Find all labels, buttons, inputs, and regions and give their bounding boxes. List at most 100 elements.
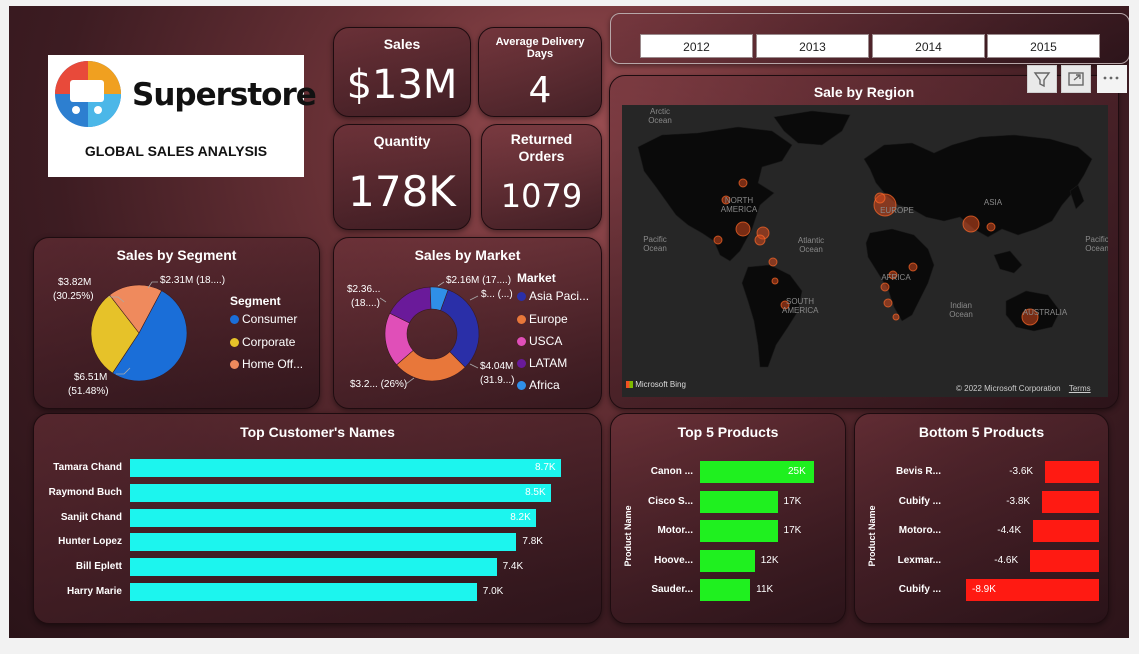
filter-button[interactable] (1027, 65, 1057, 93)
segment-slice-1[interactable] (90, 294, 140, 374)
segment-legend-title: Segment (230, 294, 281, 308)
bottom-product-bar-0[interactable] (1045, 461, 1099, 483)
market-chart-title: Sales by Market (414, 247, 521, 263)
market-legend-africa-label: Africa (529, 378, 560, 392)
customer-bar-4[interactable] (130, 558, 497, 577)
segment-legend-consumer[interactable]: Consumer (230, 312, 297, 326)
customer-bar-0[interactable] (130, 459, 561, 477)
logo-subtitle: GLOBAL SALES ANALYSIS (84, 143, 268, 159)
usca-swatch-icon (517, 337, 526, 346)
market-label-africa: $... (...) (481, 289, 513, 300)
market-legend-europe[interactable]: Europe (517, 312, 568, 326)
top-products-bar-chart[interactable]: Canon ... 25K Cisco S... 17K Motor... 17K Hoov… (611, 414, 845, 623)
year-button-2012[interactable]: 2012 (640, 34, 753, 58)
customer-name-1: Raymond Buch (48, 486, 122, 498)
bottom-product-name-3: Lexmar... (897, 554, 941, 566)
year-button-2015[interactable]: 2015 (987, 34, 1100, 58)
returned-kpi-card[interactable]: Returned Orders 1079 (481, 124, 602, 230)
focus-mode-button[interactable] (1061, 65, 1091, 93)
top-customers-card: Top Customer's Names Tamara Chand 8.7K Ray… (33, 413, 602, 624)
sales-kpi-card[interactable]: Sales $13M (333, 27, 471, 117)
top-product-name-0: Canon ... (650, 466, 693, 477)
shopping-cart-logo-icon (55, 61, 121, 127)
map-label-africa: AFRICA (881, 273, 911, 282)
bottom-product-value-3: -4.6K (994, 554, 1019, 566)
customer-value-1: 8.5K (525, 486, 546, 498)
returned-kpi-label: Returned Orders (510, 131, 573, 164)
top-product-name-4: Sauder... (651, 584, 693, 595)
map-label-north-america: NORTH AMERICA (720, 196, 758, 214)
delivery-kpi-value: 4 (528, 70, 552, 111)
year-button-2014[interactable]: 2014 (872, 34, 985, 58)
corporate-swatch-icon (230, 338, 239, 347)
customer-bar-1[interactable] (130, 483, 552, 502)
focus-mode-icon (1068, 72, 1084, 86)
customer-value-0: 8.7K (535, 462, 556, 473)
market-donut-chart[interactable] (383, 285, 481, 383)
top-product-value-0: 25K (788, 466, 806, 477)
bottom-product-bar-1[interactable] (1042, 490, 1099, 513)
top-product-bar-3[interactable] (700, 549, 755, 572)
bing-label: Microsoft Bing (635, 380, 686, 389)
market-label-latam: $2.16M (17....) (446, 275, 512, 286)
bottom-products-bar-chart[interactable]: Bevis R... -3.6K Cubify ... -3.8K Motoro... -… (855, 414, 1108, 623)
segment-pie-chart[interactable] (84, 278, 194, 388)
customer-bar-2[interactable] (130, 508, 537, 527)
map-title: Sale by Region (813, 84, 915, 100)
top-product-value-2: 17K (783, 525, 802, 536)
market-legend-africa[interactable]: Africa (517, 378, 560, 392)
segment-slice-2[interactable] (109, 284, 162, 334)
logo-brand: Superstore (132, 77, 317, 113)
market-legend-latam-label: LATAM (529, 356, 568, 370)
customer-bar-3[interactable] (130, 533, 517, 552)
map-label-pacific-right: Pacific Ocean (1085, 235, 1108, 253)
top-product-value-3: 12K (760, 554, 779, 566)
terms-link[interactable]: Terms (1068, 384, 1091, 393)
customers-bar-chart[interactable]: Tamara Chand 8.7K Raymond Buch 8.5K Sanjit C… (34, 414, 601, 623)
market-legend-latam[interactable]: LATAM (517, 356, 567, 370)
bottom-product-bar-3[interactable] (1030, 549, 1099, 572)
delivery-kpi-label: Average Delivery Days (495, 36, 585, 60)
market-legend-title: Market (517, 271, 556, 285)
world-map[interactable]: Arctic Ocean NORTH AMERICA EUROPE ASIA A… (622, 105, 1108, 397)
map-label-arctic: Arctic Ocean (648, 107, 672, 125)
quantity-kpi-card[interactable]: Quantity 178K (333, 124, 471, 230)
market-slice-4[interactable] (429, 286, 449, 311)
top-product-bar-0[interactable] (700, 461, 814, 483)
bottom-product-value-4: -8.9K (972, 584, 996, 595)
segment-legend-corporate-label: Corporate (242, 335, 296, 349)
segment-legend-home-office[interactable]: Home Off... (230, 357, 303, 371)
top-product-bar-2[interactable] (700, 520, 778, 542)
africa-swatch-icon (517, 381, 526, 390)
top-products-card: Top 5 Products Product Name Canon ... 25K… (610, 413, 846, 624)
map-label-pacific-left: Pacific Ocean (643, 235, 667, 253)
bottom-product-bar-2[interactable] (1033, 520, 1099, 542)
delivery-kpi-card[interactable]: Average Delivery Days 4 (478, 27, 602, 117)
year-button-2013[interactable]: 2013 (756, 34, 869, 58)
map-label-australia: AUSTRALIA (1022, 308, 1068, 317)
market-legend-usca[interactable]: USCA (517, 334, 562, 348)
market-label-usca-value: $2.36... (347, 284, 381, 295)
quantity-kpi-value: 178K (348, 167, 456, 216)
market-legend-asia-label: Asia Paci... (529, 289, 590, 303)
sales-by-segment-card: Sales by Segment $3.82M (30.25%) $2.31M … (33, 237, 320, 409)
customer-bar-5[interactable] (130, 583, 477, 601)
visual-header (1027, 65, 1127, 93)
segment-legend-home-label: Home Off... (242, 357, 304, 371)
year-slicer: 2012 2013 2014 2015 (610, 13, 1129, 64)
map-label-europe: EUROPE (880, 206, 914, 215)
market-label-europe: $3.2... (26%) (350, 379, 408, 390)
customer-value-4: 7.4K (502, 561, 524, 573)
customers-chart-title: Top Customer's Names (240, 424, 395, 440)
top-product-bar-1[interactable] (700, 490, 778, 513)
segment-slice-0[interactable] (112, 290, 188, 382)
top-product-bar-4[interactable] (700, 579, 751, 601)
top-products-title: Top 5 Products (677, 424, 779, 440)
more-options-button[interactable] (1097, 65, 1127, 93)
bottom-product-bar-4[interactable] (966, 579, 1099, 601)
market-legend-asia[interactable]: Asia Paci... (517, 289, 589, 303)
segment-legend-corporate[interactable]: Corporate (230, 335, 295, 349)
market-label-asia-value: $4.04M (480, 361, 514, 372)
segment-label-consumer-value: $6.51M (74, 372, 108, 383)
home-office-swatch-icon (230, 360, 239, 369)
